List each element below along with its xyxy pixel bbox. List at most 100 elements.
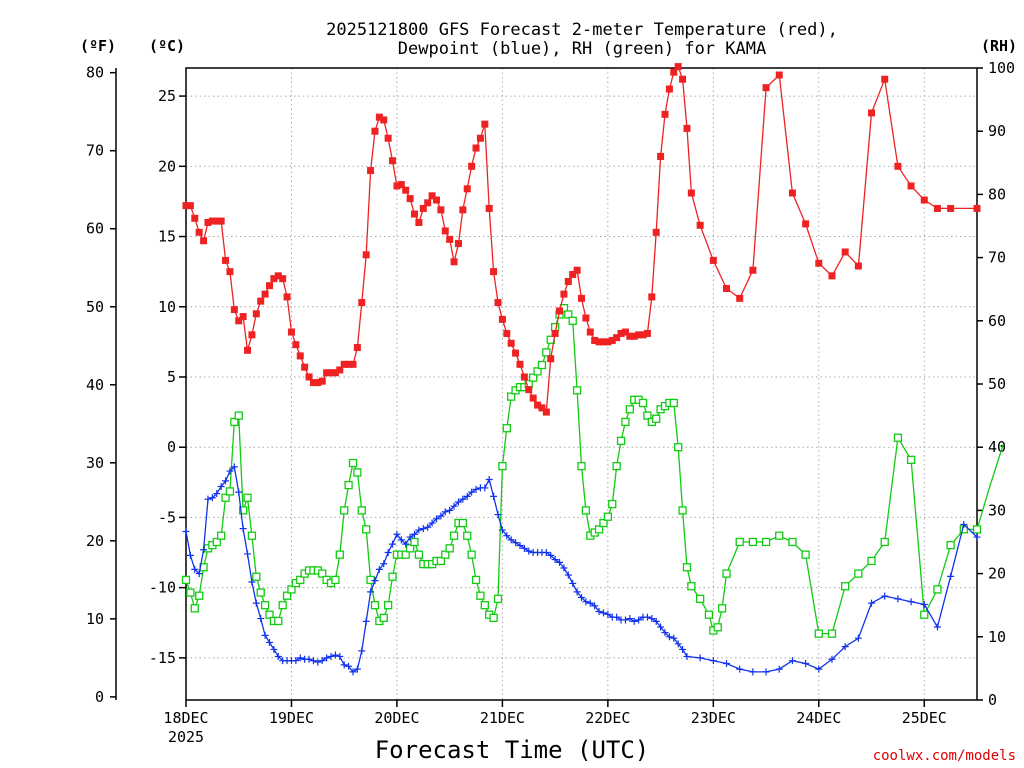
temperature-point bbox=[415, 218, 423, 226]
relative-humidity-point bbox=[186, 588, 195, 597]
relative-humidity-point bbox=[713, 623, 722, 632]
temperature-point bbox=[191, 214, 199, 222]
relative-humidity-point bbox=[217, 531, 226, 540]
temperature-point bbox=[762, 84, 770, 92]
dewpoint-point bbox=[947, 572, 955, 580]
time-tick-label: 21DEC bbox=[480, 709, 525, 727]
dewpoint-point bbox=[345, 662, 353, 670]
temperature-point bbox=[208, 217, 216, 225]
dewpoint-point bbox=[749, 668, 757, 676]
celsius-unit-label: (ºC) bbox=[149, 37, 185, 55]
temperature-point bbox=[349, 360, 357, 368]
dewpoint-point bbox=[578, 593, 585, 601]
rh-tick-label: 40 bbox=[988, 438, 1006, 456]
temperature-point bbox=[371, 127, 379, 135]
relative-humidity-point bbox=[410, 537, 419, 547]
temperature-point bbox=[854, 262, 862, 270]
rh-tick-label: 30 bbox=[988, 501, 1006, 519]
celsius-tick-label: 15 bbox=[158, 228, 176, 246]
temperature-point bbox=[248, 331, 256, 339]
dewpoint-point bbox=[516, 542, 524, 550]
relative-humidity-point bbox=[687, 582, 696, 591]
relative-humidity-point bbox=[383, 601, 393, 610]
temperature-point bbox=[472, 144, 480, 152]
dewpoint-point bbox=[318, 657, 326, 665]
relative-humidity-point bbox=[775, 531, 784, 540]
temperature-point bbox=[463, 185, 471, 193]
relative-humidity-point bbox=[529, 373, 538, 382]
relative-humidity-point bbox=[933, 585, 942, 594]
relative-humidity-point bbox=[568, 316, 577, 325]
plot-frame bbox=[185, 67, 978, 701]
relative-humidity-point bbox=[230, 417, 239, 427]
rh-tick-label: 70 bbox=[988, 249, 1006, 267]
year-label: 2025 bbox=[168, 728, 204, 746]
relative-humidity-point bbox=[498, 462, 507, 471]
fahrenheit-axis: 0 10 20 30 40 50 60 70 80 bbox=[86, 64, 116, 706]
temperature-point bbox=[920, 196, 928, 204]
dewpoint-point bbox=[248, 578, 256, 586]
temperature-point bbox=[336, 366, 344, 374]
relative-humidity-point bbox=[370, 601, 380, 610]
relative-humidity-point bbox=[564, 310, 573, 319]
dewpoint-point bbox=[828, 655, 836, 663]
dewpoint-point bbox=[960, 520, 968, 528]
temperature-point bbox=[384, 134, 392, 142]
relative-humidity-point bbox=[471, 575, 481, 585]
relative-humidity-point bbox=[274, 616, 283, 626]
dewpoint-point bbox=[463, 492, 471, 500]
temperature-point bbox=[881, 75, 889, 83]
relative-humidity-point bbox=[238, 506, 248, 515]
chart-title-line-1: 2025121800 GFS Forecast 2-meter Temperat… bbox=[326, 20, 838, 40]
dewpoint-point bbox=[257, 615, 265, 623]
temperature-point bbox=[204, 218, 212, 226]
dewpoint-point bbox=[920, 600, 928, 608]
dewpoint-point bbox=[630, 617, 638, 625]
temperature-point bbox=[569, 270, 577, 278]
dewpoint-point bbox=[327, 652, 335, 660]
dewpoint-point bbox=[881, 592, 889, 600]
relative-humidity-point bbox=[265, 610, 274, 619]
dewpoint-point bbox=[604, 610, 612, 618]
relative-humidity-point bbox=[353, 468, 362, 477]
temperature-point bbox=[679, 75, 687, 83]
temperature-point bbox=[200, 237, 208, 245]
temperature-point bbox=[397, 181, 405, 189]
temperature-point bbox=[353, 343, 361, 351]
dewpoint-point bbox=[643, 613, 651, 621]
dewpoint-point bbox=[235, 488, 243, 496]
dewpoint-point bbox=[674, 640, 682, 648]
dewpoint-point bbox=[507, 536, 515, 544]
dewpoint-point bbox=[362, 617, 370, 625]
temperature-point bbox=[617, 329, 625, 337]
fahrenheit-tick-label: 50 bbox=[86, 298, 104, 316]
dewpoint-point bbox=[665, 633, 673, 641]
temperature-point bbox=[424, 199, 432, 207]
relative-humidity-point bbox=[696, 594, 705, 604]
dewpoint-point bbox=[490, 492, 498, 500]
dewpoint-point bbox=[239, 525, 247, 533]
time-tick-label: 22DEC bbox=[585, 709, 630, 727]
chart-title-line-2: Dewpoint (blue), RH (green) for KAMA bbox=[398, 39, 766, 59]
dewpoint-point bbox=[393, 530, 401, 538]
dewpoint-point bbox=[200, 546, 208, 554]
dewpoint-point bbox=[894, 595, 902, 603]
temperature-point bbox=[481, 120, 489, 128]
dewpoint-point bbox=[670, 634, 678, 642]
relative-humidity-point bbox=[788, 537, 797, 547]
relative-humidity-point bbox=[190, 604, 199, 613]
temperature-point bbox=[459, 206, 467, 214]
dewpoint-point bbox=[582, 598, 590, 606]
relative-humidity-point bbox=[704, 610, 714, 619]
dewpoint-point bbox=[371, 577, 379, 585]
series-layer bbox=[181, 63, 1005, 676]
temperature-point bbox=[380, 116, 388, 124]
temperature-point bbox=[973, 204, 981, 212]
relative-humidity-point bbox=[599, 518, 608, 528]
temperature-point bbox=[375, 113, 383, 121]
relative-humidity-point bbox=[638, 398, 648, 408]
series-temperature bbox=[182, 63, 981, 416]
time-tick-label: 23DEC bbox=[691, 709, 736, 727]
temperature-point bbox=[309, 379, 317, 387]
temperature-line bbox=[186, 65, 977, 414]
